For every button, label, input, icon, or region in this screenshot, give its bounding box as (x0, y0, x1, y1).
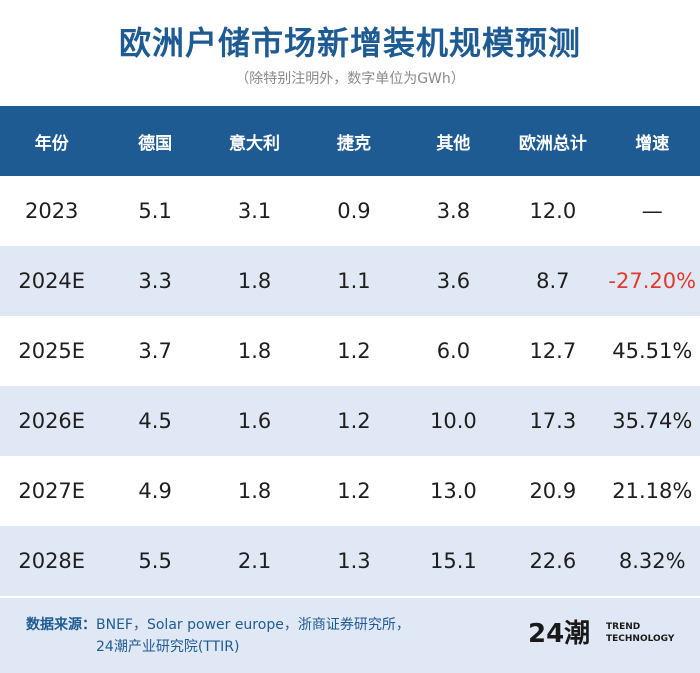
table-row: 2028E 5.5 2.1 1.3 15.1 22.6 8.32% (0, 526, 700, 596)
chart-subtitle: （除特别注明外，数字单位为GWh） (235, 71, 465, 87)
growth-cell: — (641, 199, 663, 223)
logo-text-trend: TREND (606, 622, 640, 632)
table-cell: 0.9 (337, 199, 371, 223)
growth-cell: 21.18% (612, 479, 693, 503)
table-cell: 17.3 (529, 409, 577, 433)
table-cell: 1.6 (237, 409, 272, 433)
column-header: 捷克 (336, 133, 371, 154)
source-note: 数据来源：BNEF，Solar power europe，浙商证券研究所， 24… (26, 614, 410, 658)
table-cell: 12.7 (529, 339, 577, 363)
table-cell: 2027E (18, 479, 86, 503)
table-row: 2023 5.1 3.1 0.9 3.8 12.0 — (0, 176, 700, 246)
table-cell: 1.2 (337, 409, 371, 433)
table-cell: 2024E (18, 269, 86, 293)
source-footer: 数据来源：BNEF，Solar power europe，浙商证券研究所， 24… (0, 598, 700, 673)
table-cell: 1.2 (337, 479, 371, 503)
column-header: 意大利 (229, 133, 281, 154)
table-cell: 22.6 (529, 549, 577, 573)
brand-logo: 24潮 TREND TECHNOLOGY (528, 612, 678, 652)
table-cell: 1.8 (237, 269, 272, 293)
source-text-line1: BNEF，Solar power europe，浙商证券研究所， (96, 617, 410, 633)
table-cell: 12.0 (529, 199, 577, 223)
table-row: 2024E 3.3 1.8 1.1 3.6 8.7 -27.20% (0, 246, 700, 316)
table-cell: 2025E (18, 339, 86, 363)
table-cell: 2028E (18, 549, 86, 573)
table-cell: 4.5 (138, 409, 172, 433)
table-row: 2027E 4.9 1.8 1.2 13.0 20.9 21.18% (0, 456, 700, 526)
growth-cell-negative: -27.20% (608, 269, 697, 293)
table-row: 2026E 4.5 1.6 1.2 10.0 17.3 35.74% (0, 386, 700, 456)
column-header: 德国 (138, 133, 173, 154)
data-table: 年份 德国 意大利 捷克 其他 欧洲总计 增速 2023 5.1 3.1 0.9… (0, 106, 700, 596)
growth-cell: 35.74% (612, 409, 693, 433)
table-header-row: 年份 德国 意大利 捷克 其他 欧洲总计 增速 (0, 106, 700, 176)
table-cell: 5.5 (138, 549, 172, 573)
column-header: 欧洲总计 (518, 133, 587, 154)
table-cell: 2.1 (237, 549, 272, 573)
table-cell: 5.1 (138, 199, 172, 223)
growth-cell: 45.51% (612, 339, 693, 363)
table-cell: 20.9 (529, 479, 577, 503)
table-cell: 4.9 (138, 479, 172, 503)
column-header: 增速 (635, 133, 670, 154)
table-cell: 3.7 (138, 339, 172, 363)
column-header: 其他 (436, 133, 471, 154)
table-cell: 3.6 (436, 269, 471, 293)
table-cell: 1.2 (337, 339, 371, 363)
source-text-line2: 24潮产业研究院(TTIR) (96, 639, 240, 655)
table-cell: 6.0 (436, 339, 471, 363)
source-label: 数据来源： (26, 617, 96, 633)
table-cell: 3.3 (138, 269, 172, 293)
table-cell: 3.8 (436, 199, 471, 223)
column-header: 年份 (34, 133, 69, 154)
table-cell: 10.0 (430, 409, 477, 433)
table-cell: 1.8 (237, 339, 272, 363)
table-cell: 8.7 (536, 269, 570, 293)
logo-mark: 24潮 (528, 619, 590, 649)
table-cell: 3.1 (237, 199, 272, 223)
table-cell: 13.0 (430, 479, 477, 503)
table-cell: 2026E (18, 409, 86, 433)
table-cell: 1.1 (337, 269, 371, 293)
growth-cell: 8.32% (618, 549, 686, 573)
table-row: 2025E 3.7 1.8 1.2 6.0 12.7 45.51% (0, 316, 700, 386)
table-cell: 1.8 (237, 479, 272, 503)
table-cell: 2023 (24, 199, 79, 223)
table-cell: 15.1 (430, 549, 477, 573)
table-cell: 1.3 (337, 549, 371, 573)
logo-text-technology: TECHNOLOGY (606, 634, 675, 644)
chart-title: 欧洲户储市场新增装机规模预测 (118, 24, 581, 62)
